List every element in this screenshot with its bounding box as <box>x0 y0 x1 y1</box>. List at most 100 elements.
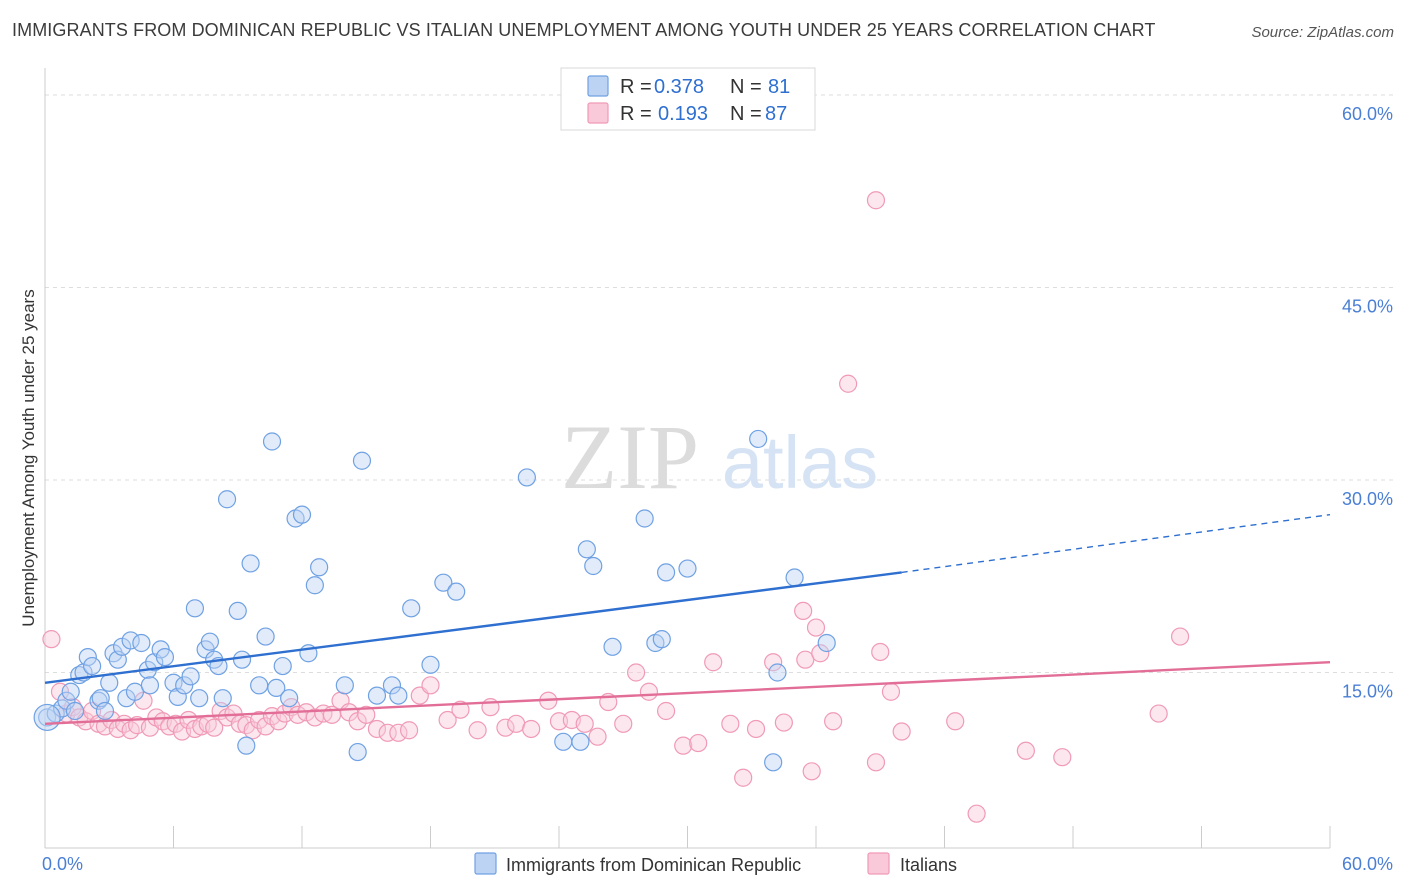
dominican-point <box>768 663 787 682</box>
italians-point <box>451 700 470 719</box>
dominican-point <box>367 686 387 705</box>
dominican-point <box>140 676 160 695</box>
italians-point <box>389 723 408 742</box>
italians-point <box>746 719 766 739</box>
italians-point <box>806 618 826 637</box>
dominican-point <box>175 676 194 695</box>
italians-point <box>1016 741 1035 760</box>
y-tick-labels: 15.0% 30.0% 45.0% 60.0% <box>1342 104 1393 702</box>
dominican-point <box>292 505 312 524</box>
legend-r-label-2: R = <box>620 103 652 125</box>
dominican-point <box>749 429 768 449</box>
dominican-point <box>389 686 408 705</box>
series-swatch-pink <box>867 852 890 875</box>
dominican-point <box>603 637 622 656</box>
italians-point <box>839 374 858 393</box>
italians-point <box>496 718 515 737</box>
legend-r-value-1: 0.378 <box>654 76 704 98</box>
dominican-point <box>584 556 603 576</box>
legend-n-label-1: N = <box>730 76 762 98</box>
dominican-point <box>89 691 108 710</box>
italians-point <box>721 714 740 733</box>
italians-point <box>796 650 815 669</box>
italians-point <box>704 653 723 672</box>
watermark: ZIP atlas <box>561 406 878 508</box>
dominican-point <box>280 689 299 708</box>
italians-point <box>421 676 440 695</box>
series-label-dominican: Immigrants from Dominican Republic <box>506 855 801 875</box>
dominican-point <box>635 509 654 528</box>
dominican-point <box>232 650 252 669</box>
dominican-point <box>100 673 119 692</box>
dominican-point <box>125 682 145 701</box>
x-tick-label-min: 0.0% <box>42 854 83 874</box>
dominican-point <box>434 573 453 592</box>
italians-point <box>774 713 793 732</box>
dominican-point <box>262 432 282 451</box>
legend-swatch-blue <box>587 75 609 97</box>
italians-point <box>378 723 397 742</box>
italians-point <box>42 630 61 649</box>
italians-point <box>656 701 676 721</box>
italians-point <box>575 714 594 733</box>
dominican-point <box>65 701 85 721</box>
italians-point <box>357 705 376 724</box>
trend-lines <box>44 513 1331 726</box>
dominican-point <box>402 599 421 618</box>
legend-n-value-1: 81 <box>768 76 790 98</box>
dominican-point <box>273 656 292 676</box>
italians-point <box>811 644 830 663</box>
dominican-point <box>577 540 596 559</box>
y-tick-label-3: 60.0% <box>1342 104 1393 124</box>
correlation-legend: R = 0.378 N = 81 R = 0.193 N = 87 <box>560 67 816 131</box>
italians-point <box>802 762 821 781</box>
dominican-point <box>200 632 220 651</box>
watermark-atlas: atlas <box>722 421 878 504</box>
series-label-italians: Italians <box>900 855 957 875</box>
italians-point <box>764 653 783 672</box>
dominican-point <box>447 582 466 601</box>
italians-point <box>734 768 753 787</box>
series-swatch-blue <box>474 852 497 875</box>
italians-point <box>946 712 965 731</box>
dominican-point <box>352 451 372 470</box>
italians-point <box>824 712 843 731</box>
dominican-point <box>256 627 275 646</box>
dominican-point <box>517 468 536 487</box>
dominican-point <box>155 647 175 667</box>
dominican-point <box>571 732 590 751</box>
dominican-point <box>190 689 209 708</box>
dominican-point <box>764 753 783 772</box>
dominican-point <box>95 701 115 721</box>
series-legend: Immigrants from Dominican Republic Itali… <box>474 852 957 875</box>
dominican-trend-extension <box>901 513 1331 574</box>
gridlines <box>45 94 1395 673</box>
dominican-points <box>33 429 836 772</box>
dominican-point <box>656 563 676 582</box>
dominican-point <box>305 576 324 595</box>
italians-point <box>866 753 886 772</box>
source-credit: Source: ZipAtlas.com <box>1251 24 1394 41</box>
y-tick-label-2: 45.0% <box>1342 297 1393 317</box>
italians-point <box>871 642 890 662</box>
y-axis-label: Unemployment Among Youth under 25 years <box>19 289 38 626</box>
dominican-point <box>228 601 247 621</box>
italians-point <box>438 710 457 730</box>
dominican-point <box>181 667 200 686</box>
dominican-point <box>421 655 440 674</box>
italians-point <box>522 719 541 739</box>
dominican-point <box>83 656 102 676</box>
italians-point <box>794 601 813 621</box>
y-tick-label-0: 15.0% <box>1342 682 1393 702</box>
dominican-point <box>164 673 183 692</box>
italians-point <box>1053 748 1072 767</box>
dominican-point <box>237 736 256 755</box>
x-tick-labels: 0.0% 60.0% <box>42 854 1393 874</box>
dominican-point <box>61 682 80 701</box>
dominican-point <box>554 732 573 751</box>
dominican-point <box>335 676 354 695</box>
dominican-cluster-point <box>33 703 61 732</box>
dominican-trend-line <box>44 571 902 684</box>
dominican-point <box>250 676 269 695</box>
italians-point <box>892 722 911 741</box>
